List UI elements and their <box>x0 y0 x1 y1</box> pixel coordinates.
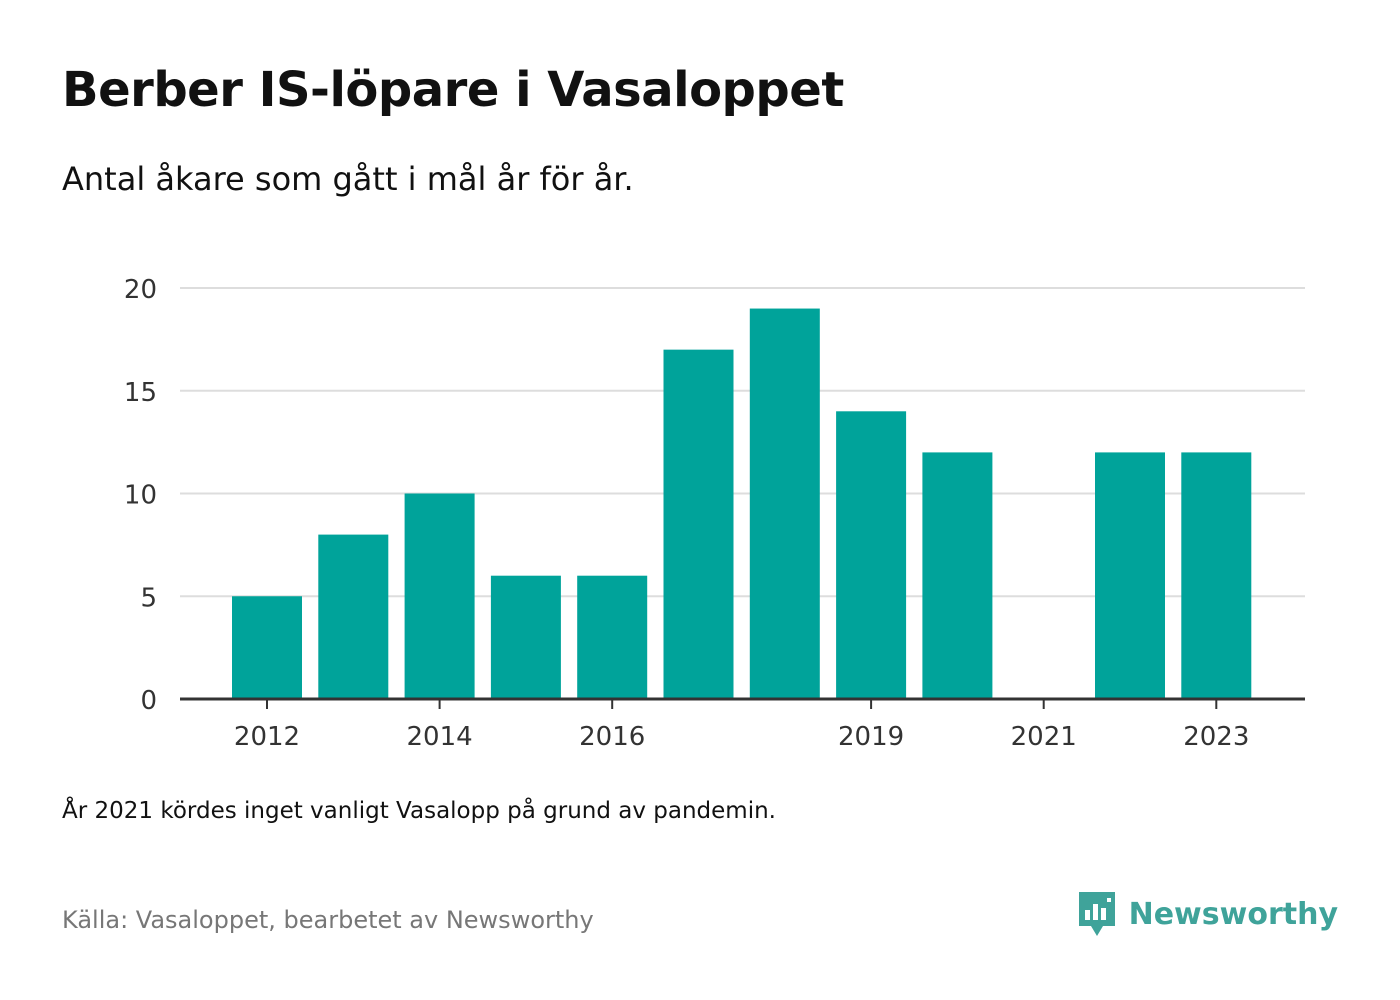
source-credit: Källa: Vasaloppet, bearbetet av Newswort… <box>62 906 594 934</box>
bar-2022 <box>1095 452 1165 699</box>
chart-note: År 2021 kördes inget vanligt Vasalopp på… <box>62 798 776 824</box>
axes: 0 5 10 15 20 2012 2014 2016 2019 2021 2023 <box>124 275 1305 752</box>
y-tick-label: 20 <box>124 275 157 305</box>
bar-2023 <box>1181 452 1252 699</box>
x-tick-label: 2021 <box>1011 722 1077 752</box>
bar-2012 <box>232 596 302 699</box>
bar-2014 <box>404 493 475 699</box>
bar-2015 <box>490 575 561 699</box>
y-tick-label: 10 <box>124 481 157 511</box>
newsworthy-logo[interactable]: Newsworthy <box>1077 890 1338 938</box>
bar-2016 <box>577 575 648 699</box>
x-tick-label: 2014 <box>407 722 473 752</box>
bar-2019 <box>836 411 907 699</box>
x-tick-label: 2023 <box>1183 722 1249 752</box>
bar-2018 <box>749 308 820 699</box>
chart-title: Berber IS-löpare i Vasaloppet <box>62 62 844 118</box>
x-tick-label: 2016 <box>579 722 645 752</box>
bar-2020 <box>922 452 993 699</box>
y-tick-label: 0 <box>140 686 157 716</box>
bar-2013 <box>318 534 389 699</box>
x-tick-label: 2012 <box>234 722 300 752</box>
bar-2017 <box>663 349 734 699</box>
y-tick-label: 15 <box>124 378 157 408</box>
newsworthy-logo-icon <box>1078 892 1115 936</box>
chart-subtitle: Antal åkare som gått i mål år för år. <box>62 160 634 198</box>
brand-name: Newsworthy <box>1128 896 1338 932</box>
y-tick-label: 5 <box>140 583 157 613</box>
bars <box>232 308 1252 699</box>
x-tick-label: 2019 <box>838 722 904 752</box>
